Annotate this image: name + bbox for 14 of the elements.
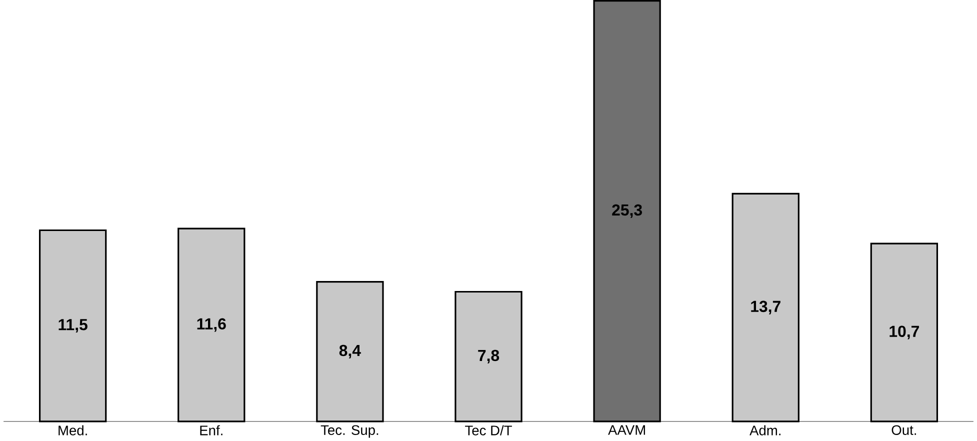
x-tick-label: Out. <box>892 425 916 435</box>
x-tick-label: Adm. <box>750 425 780 436</box>
data-label: 7,8 <box>478 350 500 364</box>
data-label: 25,3 <box>612 204 642 218</box>
x-tick-label: Med. <box>58 425 87 436</box>
x-tick-label: AAVM <box>608 425 645 435</box>
x-tick-label: Tec. Sup. <box>320 425 378 438</box>
x-tick-label: Tec D/T <box>465 425 512 436</box>
data-label: 11,6 <box>197 318 226 332</box>
data-label: 8,4 <box>339 344 361 358</box>
x-tick-label: Enf. <box>200 425 222 436</box>
data-label: 11,5 <box>58 319 88 332</box>
data-label: 10,7 <box>890 326 919 340</box>
data-label: 13,7 <box>751 300 780 314</box>
